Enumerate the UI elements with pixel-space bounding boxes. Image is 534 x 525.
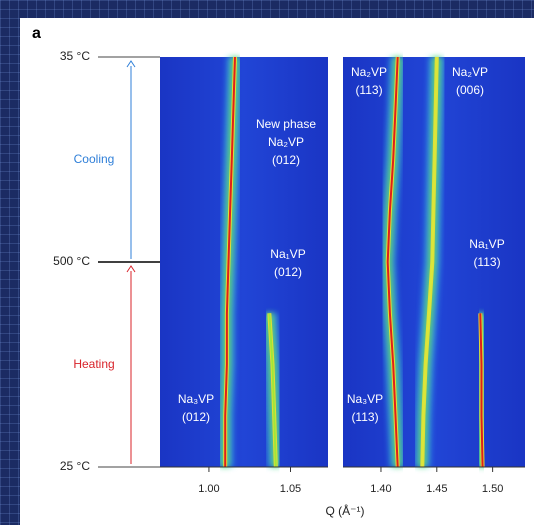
peak-annotation: Na₂VP [452,65,488,79]
peak-annotation: Na₃VP [178,392,214,406]
peak-annotation: Na₃VP [347,392,383,406]
y-tick-label: 35 °C [60,49,90,63]
x-axis-label: Q (Å⁻¹) [326,503,365,518]
arrow-head [126,60,136,68]
x-tick-label: 1.45 [426,483,447,495]
peak-annotation: Na₂VP [268,135,304,149]
panel-label: a [32,25,41,42]
peak-annotation: New phase [256,117,316,131]
y-tick-label: 25 °C [60,459,90,473]
peak-annotation: (113) [473,255,500,269]
y-tick-label: 500 °C [53,254,90,268]
peak-annotation: (012) [272,153,300,167]
peak [386,56,399,468]
arrow-label: Cooling [74,152,115,166]
x-tick-label: 1.40 [370,483,391,495]
peak-annotation: (012) [274,265,302,279]
arrow-head [126,265,136,273]
peak [268,313,277,468]
panel-background [160,57,328,467]
peak [479,313,484,468]
peak [421,56,438,468]
peak [224,56,236,467]
x-tick-label: 1.00 [198,483,219,495]
peak-annotation: Na₂VP [351,65,387,79]
peak-annotation: (012) [182,410,210,424]
peak-annotation: (113) [355,83,382,97]
arrow-label: Heating [73,357,114,371]
x-tick-label: 1.05 [280,483,301,495]
peak-annotation: Na₁VP [469,237,504,251]
peak-annotation: (113) [351,410,378,424]
peak-annotation: (006) [456,83,484,97]
peak-annotation: Na₁VP [270,247,305,261]
x-tick-label: 1.50 [482,483,503,495]
